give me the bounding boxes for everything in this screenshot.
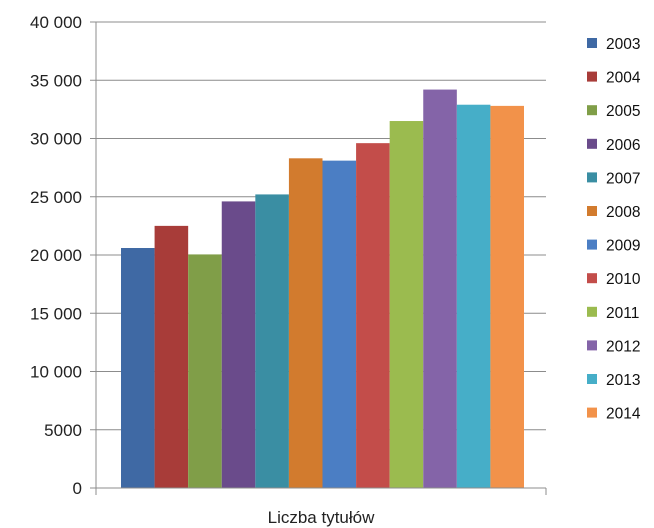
bar-2011: [389, 121, 424, 489]
legend-swatch-2013: [587, 374, 597, 384]
bar-2013: [456, 104, 491, 488]
legend-label-2003: 2003: [606, 36, 640, 53]
legend-swatch-2011: [587, 306, 597, 317]
y-tick-label: 0: [73, 479, 82, 498]
legend-label-2011: 2011: [606, 305, 639, 322]
bar-2014: [490, 105, 524, 488]
y-tick-label: 5000: [44, 421, 82, 440]
legend-swatch-2006: [587, 138, 597, 149]
bar-2009: [322, 160, 357, 488]
bar-2005: [188, 254, 222, 488]
legend-label-2005: 2005: [606, 103, 640, 120]
legend-label-2012: 2012: [606, 338, 640, 355]
bar-2008: [288, 158, 323, 488]
legend-label-2007: 2007: [606, 170, 640, 187]
legend-swatch-2008: [587, 206, 597, 216]
y-tick-label: 25 000: [30, 188, 82, 207]
legend-swatch-2003: [587, 38, 597, 48]
bar-2003: [121, 248, 155, 488]
legend-swatch-2014: [587, 407, 597, 418]
legend-swatch-2012: [587, 340, 597, 351]
legend-swatch-2009: [587, 239, 597, 250]
bar-2006: [221, 201, 256, 488]
y-tick-label: 40 000: [30, 13, 82, 32]
bar-2007: [255, 194, 289, 489]
legend-label-2008: 2008: [606, 204, 640, 221]
y-tick-label: 35 000: [30, 71, 82, 90]
legend-label-2014: 2014: [606, 406, 641, 423]
legend: 2003 2004 2005 2006 2007 2008 2009 2010 2011 2012…: [587, 36, 641, 423]
bar-2012: [423, 89, 457, 488]
y-tick-label: 30 000: [30, 130, 82, 149]
bar-2004: [154, 225, 189, 488]
y-axis: 0 5000 10 000 15 000 20 000 25 000 30 000 35 00…: [30, 13, 97, 498]
y-tick-label: 20 000: [30, 246, 82, 265]
x-axis-label: Liczba tytułów: [268, 508, 375, 527]
legend-label-2013: 2013: [606, 372, 640, 389]
x-axis: [95, 487, 547, 495]
bars: [121, 89, 524, 489]
legend-label-2010: 2010: [606, 271, 641, 288]
legend-swatch-2010: [587, 273, 597, 284]
legend-swatch-2007: [587, 172, 597, 183]
bar-2010: [356, 143, 390, 488]
y-tick-label: 15 000: [30, 304, 82, 323]
legend-swatch-2005: [587, 105, 597, 116]
legend-label-2006: 2006: [606, 137, 640, 154]
y-tick-label: 10 000: [30, 363, 82, 382]
legend-label-2009: 2009: [606, 238, 640, 255]
legend-swatch-2004: [587, 71, 597, 82]
legend-label-2004: 2004: [606, 70, 641, 87]
